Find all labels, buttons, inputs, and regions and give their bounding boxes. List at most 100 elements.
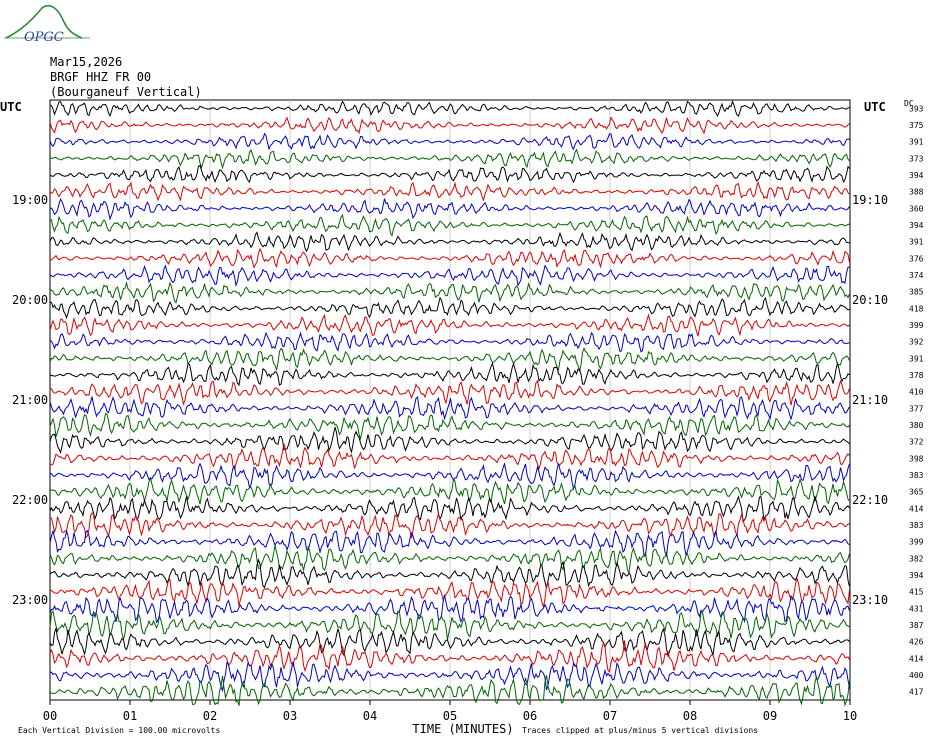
header-description: (Bourganeuf Vertical) <box>50 85 202 99</box>
dc-offset-value: 385 <box>909 288 924 297</box>
clip-note: Traces clipped at plus/minus 5 vertical … <box>522 726 758 735</box>
hour-label-left: 22:00 <box>12 493 48 507</box>
seismic-trace-row <box>49 361 850 387</box>
seismic-trace-row <box>49 132 850 151</box>
hour-label-left: 19:00 <box>12 193 48 207</box>
hour-label-right: 23:10 <box>852 593 888 607</box>
dc-offset-value: 418 <box>909 304 924 313</box>
dc-offset-value: 399 <box>909 321 924 330</box>
x-tick-label: 06 <box>523 709 537 723</box>
dc-offset-value: 391 <box>909 354 924 363</box>
header-station: BRGF HHZ FR 00 <box>50 70 151 84</box>
seismic-trace-row <box>49 427 850 455</box>
dc-offset-value: 417 <box>909 688 924 697</box>
dc-offset-value: 399 <box>909 538 924 547</box>
x-tick-label: 03 <box>283 709 297 723</box>
seismic-trace-row <box>49 594 850 624</box>
dc-label: DC <box>904 99 914 108</box>
dc-offset-value: 394 <box>909 571 924 580</box>
dc-offset-value: 383 <box>909 471 924 480</box>
x-tick-label: 01 <box>123 709 137 723</box>
x-tick-label: 04 <box>363 709 377 723</box>
dc-offset-value: 398 <box>909 454 924 463</box>
seismic-trace-row <box>49 264 850 288</box>
seismic-trace-row <box>49 675 850 707</box>
header-date: Mar15,2026 <box>50 55 122 69</box>
scale-note: Each Vertical Division = 100.00 microvol… <box>18 726 220 735</box>
dc-offset-value: 431 <box>909 604 924 613</box>
dc-offset-column: 393 375 391 373 394 388 360 394 391 376 374 385 418 3… <box>909 104 924 696</box>
seismic-trace-row <box>49 100 850 118</box>
dc-offset-value: 426 <box>909 638 924 647</box>
x-tick-label: 07 <box>603 709 617 723</box>
seismic-trace-row <box>49 280 850 304</box>
hour-label-left: 21:00 <box>12 393 48 407</box>
seismic-trace-row <box>49 164 850 184</box>
seismic-trace-row <box>49 558 850 589</box>
dc-offset-value: 414 <box>909 504 924 513</box>
hour-label-left: 20:00 <box>12 293 48 307</box>
dc-offset-value: 376 <box>909 254 924 263</box>
dc-offset-value: 392 <box>909 338 924 347</box>
seismic-trace-row <box>49 198 850 221</box>
seismic-trace-row <box>49 627 850 658</box>
dc-offset-value: 382 <box>909 554 924 563</box>
dc-offset-value: 414 <box>909 654 924 663</box>
seismic-trace-row <box>49 529 850 558</box>
seismic-trace-row <box>49 495 850 523</box>
x-tick-label: 09 <box>763 709 777 723</box>
dc-offset-value: 378 <box>909 371 924 380</box>
seismic-trace-row <box>49 213 850 237</box>
x-tick-label: 05 <box>443 709 457 723</box>
seismic-trace-row <box>49 180 850 202</box>
seismic-trace-row <box>49 379 850 406</box>
right-utc-label: UTC <box>864 100 886 114</box>
seismic-trace-row <box>49 313 850 337</box>
dc-offset-value: 380 <box>909 421 924 430</box>
hour-label-right: 22:10 <box>852 493 888 507</box>
dc-offset-value: 394 <box>909 221 924 230</box>
seismic-trace-row <box>49 545 850 574</box>
dc-offset-value: 415 <box>909 588 924 597</box>
seismic-trace-row <box>49 247 850 269</box>
dc-offset-value: 360 <box>909 204 924 213</box>
x-tick-label: 10 <box>843 709 857 723</box>
seismic-trace-row <box>49 231 850 253</box>
dc-offset-value: 410 <box>909 388 924 397</box>
hour-label-right: 19:10 <box>852 193 888 207</box>
seismic-trace-row <box>49 296 850 320</box>
seismic-trace-row <box>49 610 850 641</box>
seismic-trace-row <box>49 346 850 372</box>
x-tick-label: 08 <box>683 709 697 723</box>
x-axis: 00 01 02 03 04 05 06 07 08 09 10 <box>43 700 857 723</box>
logo-text: OPGC <box>24 30 64 45</box>
seismic-trace-row <box>49 116 850 135</box>
dc-offset-value: 365 <box>909 488 924 497</box>
dc-offset-value: 373 <box>909 154 924 163</box>
trace-group <box>49 100 850 707</box>
x-tick-label: 00 <box>43 709 57 723</box>
seismic-trace-row <box>49 577 850 609</box>
seismic-trace-row <box>49 331 850 353</box>
dc-offset-value: 372 <box>909 438 924 447</box>
opgc-logo: OPGC <box>4 4 90 45</box>
seismic-trace-row <box>49 476 850 505</box>
seismic-trace-row <box>49 661 850 693</box>
seismic-trace-row <box>49 462 850 491</box>
dc-offset-value: 400 <box>909 671 924 680</box>
dc-offset-value: 383 <box>909 521 924 530</box>
left-utc-label: UTC <box>0 100 22 114</box>
dc-offset-value: 394 <box>909 171 924 180</box>
seismic-trace-row <box>49 443 850 471</box>
dc-offset-value: 374 <box>909 271 924 280</box>
dc-offset-value: 388 <box>909 188 924 197</box>
dc-offset-value: 387 <box>909 621 924 630</box>
hour-label-right: 21:10 <box>852 393 888 407</box>
hour-label-right: 20:10 <box>852 293 888 307</box>
hour-label-left: 23:00 <box>12 593 48 607</box>
dc-offset-value: 377 <box>909 404 924 413</box>
dc-offset-value: 391 <box>909 238 924 247</box>
seismic-trace-row <box>50 148 850 170</box>
dc-offset-value: 393 <box>909 104 924 113</box>
